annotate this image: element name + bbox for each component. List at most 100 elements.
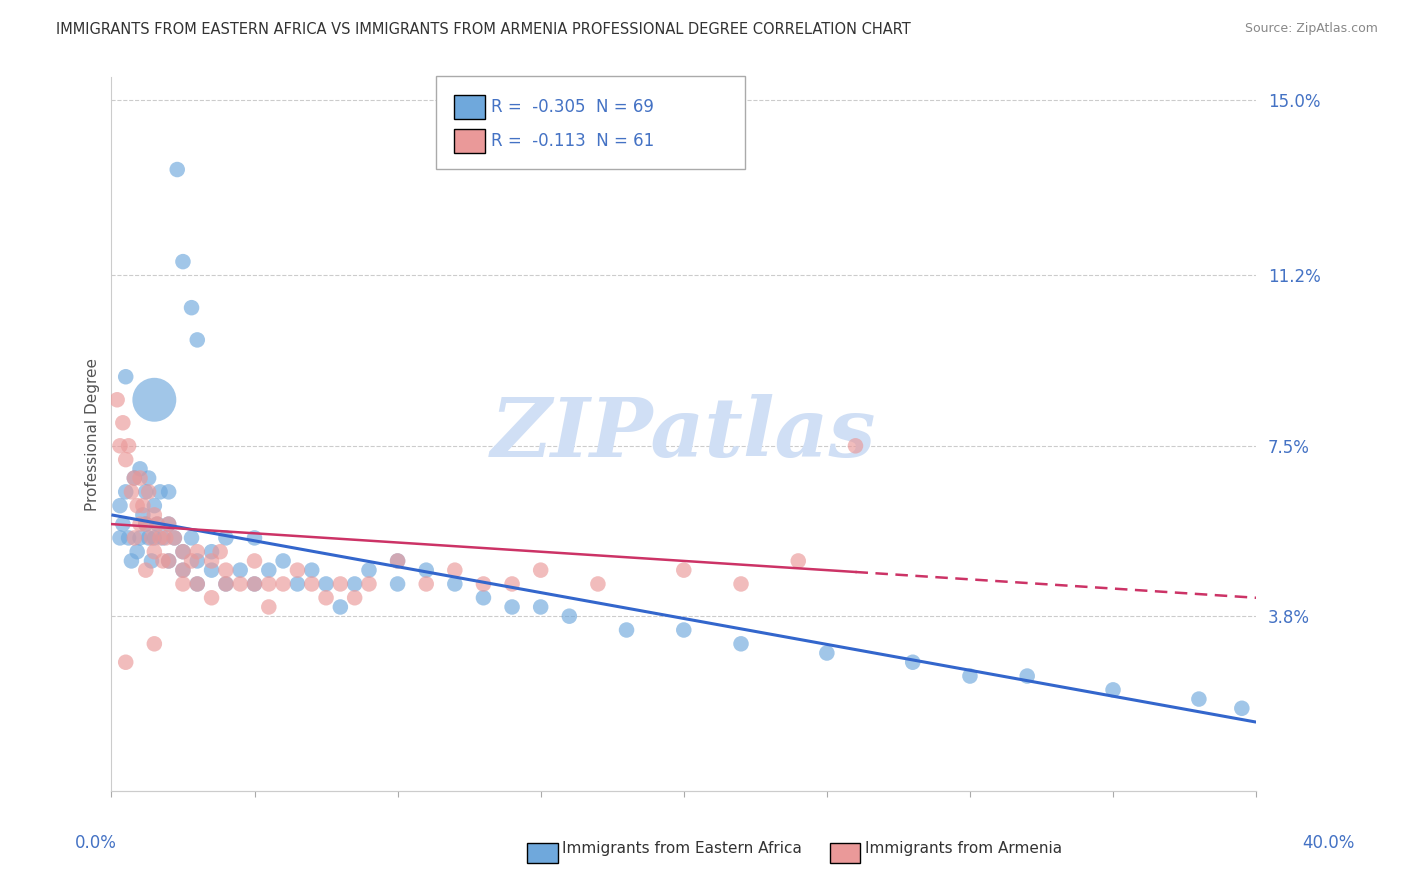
Point (186, 545, 208, 559)
Point (815, 646, 838, 660)
Point (143, 499, 166, 513)
Point (180, 531, 202, 545)
Point (415, 563, 437, 577)
Point (120, 484, 142, 499)
Point (141, 554, 163, 568)
Point (157, 517, 180, 532)
Point (530, 599, 553, 614)
Text: 40.0%: 40.0% (1302, 834, 1355, 852)
Point (271, 577, 294, 591)
Point (672, 623, 695, 637)
Point (155, 531, 177, 545)
Point (129, 517, 152, 532)
Point (472, 591, 495, 605)
Point (129, 462, 152, 476)
Point (132, 508, 155, 522)
Text: Immigrants from Eastern Africa: Immigrants from Eastern Africa (562, 841, 803, 855)
Point (229, 563, 252, 577)
Point (132, 499, 155, 513)
Point (415, 577, 437, 591)
Point (271, 554, 294, 568)
Point (157, 517, 180, 532)
Point (343, 591, 366, 605)
Point (443, 577, 465, 591)
Point (730, 637, 752, 651)
Point (329, 599, 352, 614)
Point (124, 471, 146, 485)
Point (243, 577, 266, 591)
Point (243, 531, 266, 545)
Point (111, 517, 134, 532)
Text: R =  -0.113  N = 61: R = -0.113 N = 61 (491, 132, 654, 150)
Point (315, 591, 337, 605)
Point (120, 554, 142, 568)
Point (209, 545, 232, 559)
Point (141, 531, 163, 545)
Point (229, 577, 252, 591)
Point (215, 577, 238, 591)
Point (501, 599, 523, 614)
Point (1188, 692, 1211, 706)
Point (172, 254, 194, 268)
Point (127, 545, 149, 559)
Point (672, 563, 695, 577)
Text: IMMIGRANTS FROM EASTERN AFRICA VS IMMIGRANTS FROM ARMENIA PROFESSIONAL DEGREE CO: IMMIGRANTS FROM EASTERN AFRICA VS IMMIGR… (56, 22, 911, 37)
Point (501, 577, 523, 591)
Point (1017, 669, 1039, 683)
Point (472, 577, 495, 591)
Point (143, 392, 166, 407)
Point (186, 554, 208, 568)
Point (257, 599, 280, 614)
Point (357, 577, 380, 591)
Point (172, 577, 194, 591)
Point (135, 517, 157, 532)
Point (186, 333, 208, 347)
Point (108, 531, 131, 545)
Point (301, 563, 323, 577)
Point (108, 499, 131, 513)
Point (135, 563, 157, 577)
Point (343, 577, 366, 591)
Point (186, 577, 208, 591)
Point (1230, 701, 1253, 715)
Point (387, 577, 409, 591)
Point (287, 577, 309, 591)
Point (172, 545, 194, 559)
Point (172, 563, 194, 577)
Point (172, 545, 194, 559)
Point (105, 392, 128, 407)
Point (215, 563, 238, 577)
Point (114, 452, 136, 467)
Text: 0.0%: 0.0% (75, 834, 117, 852)
Point (143, 531, 166, 545)
Point (143, 637, 166, 651)
Point (200, 591, 222, 605)
Point (1102, 682, 1125, 697)
Point (443, 563, 465, 577)
Point (287, 563, 309, 577)
Point (149, 484, 172, 499)
Text: R =  -0.305  N = 69: R = -0.305 N = 69 (491, 98, 654, 116)
Point (149, 531, 172, 545)
Point (186, 577, 208, 591)
Point (117, 531, 139, 545)
Point (200, 545, 222, 559)
Point (124, 531, 146, 545)
Point (146, 517, 169, 532)
Point (135, 517, 157, 532)
Point (111, 416, 134, 430)
Point (558, 609, 581, 624)
Point (143, 508, 166, 522)
Point (329, 577, 352, 591)
Point (108, 439, 131, 453)
Point (157, 484, 180, 499)
Point (530, 563, 553, 577)
Point (315, 577, 337, 591)
Text: Source: ZipAtlas.com: Source: ZipAtlas.com (1244, 22, 1378, 36)
Point (163, 531, 186, 545)
Point (127, 499, 149, 513)
Point (301, 577, 323, 591)
Point (357, 563, 380, 577)
Point (257, 577, 280, 591)
Point (124, 471, 146, 485)
